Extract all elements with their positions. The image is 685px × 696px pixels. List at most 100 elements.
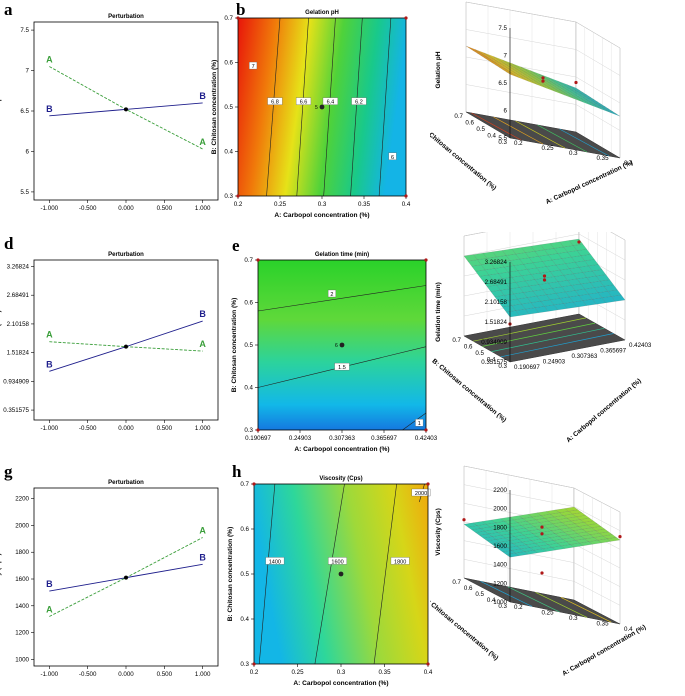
chart-title: Perturbation [108, 14, 144, 20]
floor [463, 313, 626, 363]
surface-patch [564, 506, 579, 512]
contour-label-box [351, 97, 367, 105]
design-point [542, 274, 547, 278]
z-tick-label: 1400 [493, 562, 507, 569]
contour-label-box [388, 152, 397, 160]
contour-label: 6.4 [327, 100, 335, 106]
contour-line [373, 483, 397, 665]
plot-frame [33, 259, 219, 421]
y-tick-label: 6 [26, 148, 30, 155]
panel-letter-h: h [232, 462, 242, 481]
z-tick-label: 0.934909 [481, 339, 507, 346]
y-tick-label: 0.7 [244, 257, 253, 264]
y-tick-label: 1200 [15, 630, 29, 637]
design-point [236, 194, 240, 198]
design-point [542, 278, 547, 282]
y-tick-label: 1600 [15, 576, 29, 583]
design-point [426, 662, 430, 666]
design-point [252, 482, 256, 486]
y-tick-label: 2.10158 [7, 321, 30, 328]
contour-label-box [322, 97, 338, 105]
design-point [541, 79, 545, 83]
center-point [124, 575, 128, 580]
z-axis-label: Viscosity (Cps) [435, 508, 442, 556]
design-point [541, 76, 545, 80]
design-point [236, 16, 240, 20]
y-tick-label: 0.5 [244, 342, 253, 349]
contour-line [378, 17, 392, 197]
contour-line [266, 17, 281, 197]
z-tick-label: 2200 [493, 487, 507, 494]
perturbation-chart-time: Perturbation 0.351575 0.934909 1.51824 2.101… [0, 252, 219, 432]
x-tick-label: 0.3 [318, 201, 327, 208]
x-tick-label: 0.25 [291, 669, 304, 676]
contour-label: 2000 [415, 491, 427, 497]
contour-label-box [295, 97, 312, 105]
floor-contour-line [480, 580, 533, 607]
y-tick-label: 7 [26, 68, 30, 75]
series-label-start-b: B [46, 104, 53, 114]
floor-contour-line [493, 116, 544, 145]
floor [465, 111, 621, 159]
y-axis-label: Gelation time (min) [0, 310, 2, 370]
surface-patch [566, 84, 580, 91]
y-axis-label: B: Chitosan concentration (%) [431, 358, 508, 424]
design-point [540, 571, 544, 575]
x-tick-label: 0.2 [250, 669, 259, 676]
surface-chart-viscosity: 1000 1200 1400 1600 1800 2000 2200 Viscosity (C… [430, 465, 647, 678]
wall-grid-line [465, 1, 621, 49]
contour-label: 1600 [331, 559, 343, 565]
series-label-end-b: B [199, 552, 206, 562]
z-axis-label: Gelation time (min) [435, 282, 442, 342]
surface-chart-time: 0.351575 0.934909 1.51824 2.10158 2.68491 3.2… [431, 232, 652, 444]
x-axis-label: A: Carbopol concentration (%) [274, 212, 369, 219]
chart-title: Perturbation [108, 480, 144, 486]
chart-title: Gelation time (min) [315, 252, 369, 258]
contour-line [350, 17, 363, 197]
center-point-label: 6 [335, 343, 338, 349]
y-tick-label: 0.6 [464, 344, 473, 351]
x-tick-label: 0.000 [118, 425, 134, 432]
x-tick-label: 0.3 [569, 615, 578, 622]
design-point [256, 428, 260, 432]
y-tick-label: 1800 [15, 549, 29, 556]
contour-label: 2 [330, 292, 333, 298]
perturbation-chart-viscosity: Perturbation 1000 1200 1400 1600 1800 2000 2200… [0, 480, 219, 678]
y-tick-label: 0.3 [498, 139, 507, 146]
x-tick-label: -1.000 [41, 425, 59, 432]
x-tick-label: 0.000 [118, 205, 134, 212]
x-tick-label: 0.500 [157, 425, 173, 432]
contour-label-box [327, 289, 336, 298]
contour-label: 6.2 [355, 100, 363, 106]
contour-label: 1.5 [338, 365, 346, 371]
contour-label-box [328, 557, 347, 565]
y-tick-label: 2000 [15, 522, 29, 529]
x-tick-label: 0.3 [337, 669, 346, 676]
z-tick-label: 5.5 [498, 135, 507, 142]
series-label-end-b: B [199, 309, 206, 319]
x-tick-label: 0.307363 [572, 353, 598, 360]
x-tick-label: 0.24903 [543, 359, 566, 366]
center-point [124, 107, 128, 112]
center-design-point [338, 571, 344, 577]
contour-line [257, 285, 427, 312]
x-tick-label: 0.365697 [371, 435, 397, 442]
y-tick-label: 1400 [15, 603, 29, 610]
design-point [404, 16, 408, 20]
y-tick-label: 1.51824 [7, 350, 30, 357]
z-tick-label: 1000 [493, 599, 507, 606]
design-point [577, 240, 581, 244]
x-tick-label: 0.35 [378, 669, 391, 676]
series-label-end-b: B [199, 91, 206, 101]
contour-label-box [411, 488, 431, 497]
y-tick-label: 0.3 [224, 193, 233, 200]
y-tick-label: 0.5 [476, 126, 485, 133]
x-axis-label: A: Carbopol concentration (%) [561, 624, 647, 678]
contour-label: 1400 [269, 559, 281, 565]
y-tick-label: 0.934909 [3, 378, 29, 385]
contour-label-box [267, 97, 283, 105]
x-tick-label: 0.500 [157, 205, 173, 212]
floor-contour-line [515, 120, 566, 149]
contour-label: 7 [252, 64, 255, 70]
series-label-end-a: A [199, 137, 206, 147]
